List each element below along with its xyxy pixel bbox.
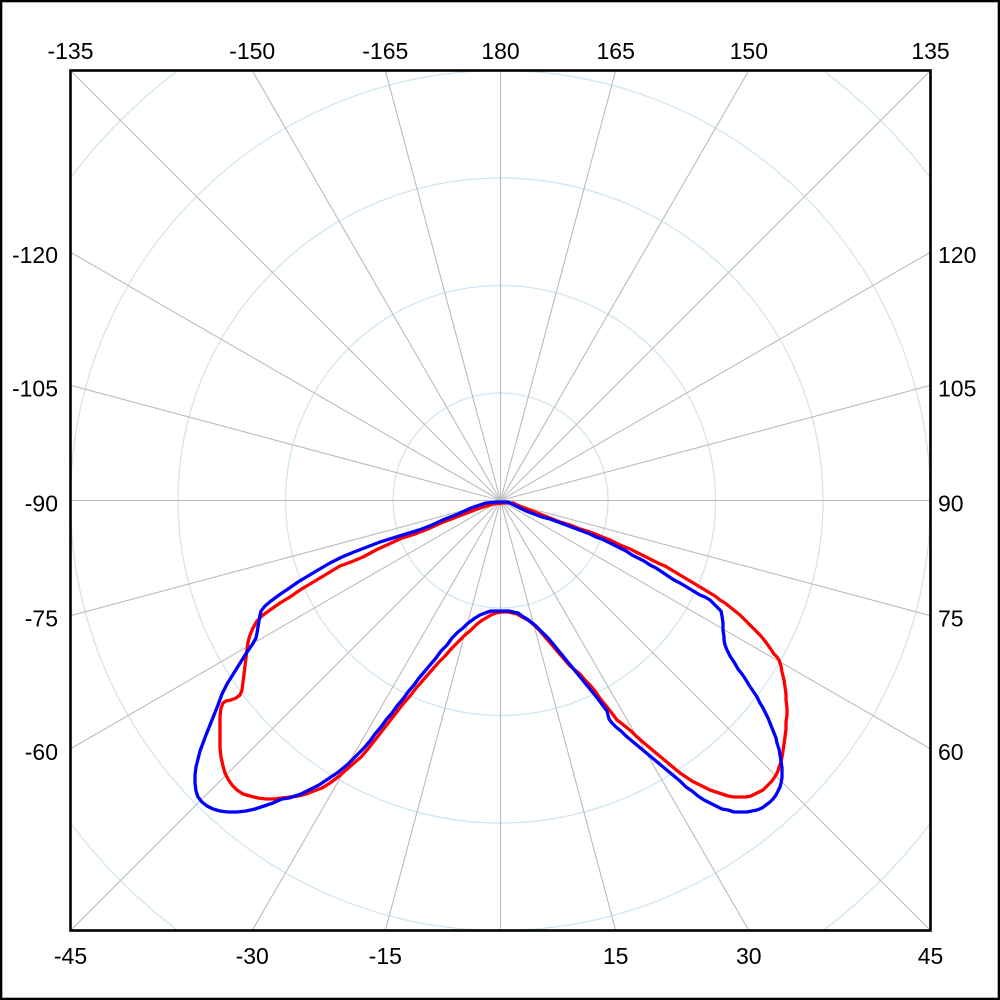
svg-text:30: 30: [736, 943, 762, 969]
svg-text:-60: -60: [25, 739, 58, 765]
svg-text:-30: -30: [236, 943, 269, 969]
svg-text:180: 180: [481, 38, 519, 64]
svg-text:-165: -165: [362, 38, 408, 64]
svg-text:-150: -150: [229, 38, 275, 64]
svg-text:-75: -75: [25, 606, 58, 632]
svg-text:-90: -90: [25, 491, 58, 517]
svg-text:120: 120: [938, 242, 976, 268]
svg-text:-15: -15: [369, 943, 402, 969]
svg-text:135: 135: [911, 38, 949, 64]
svg-text:165: 165: [597, 38, 635, 64]
svg-text:45: 45: [918, 943, 944, 969]
svg-text:-120: -120: [12, 242, 58, 268]
svg-text:75: 75: [938, 606, 964, 632]
svg-text:15: 15: [603, 943, 629, 969]
svg-text:-135: -135: [47, 38, 93, 64]
svg-text:60: 60: [938, 739, 964, 765]
svg-text:90: 90: [938, 491, 964, 517]
svg-text:105: 105: [938, 375, 976, 401]
svg-text:-45: -45: [54, 943, 87, 969]
svg-text:150: 150: [730, 38, 768, 64]
svg-text:-105: -105: [12, 375, 58, 401]
